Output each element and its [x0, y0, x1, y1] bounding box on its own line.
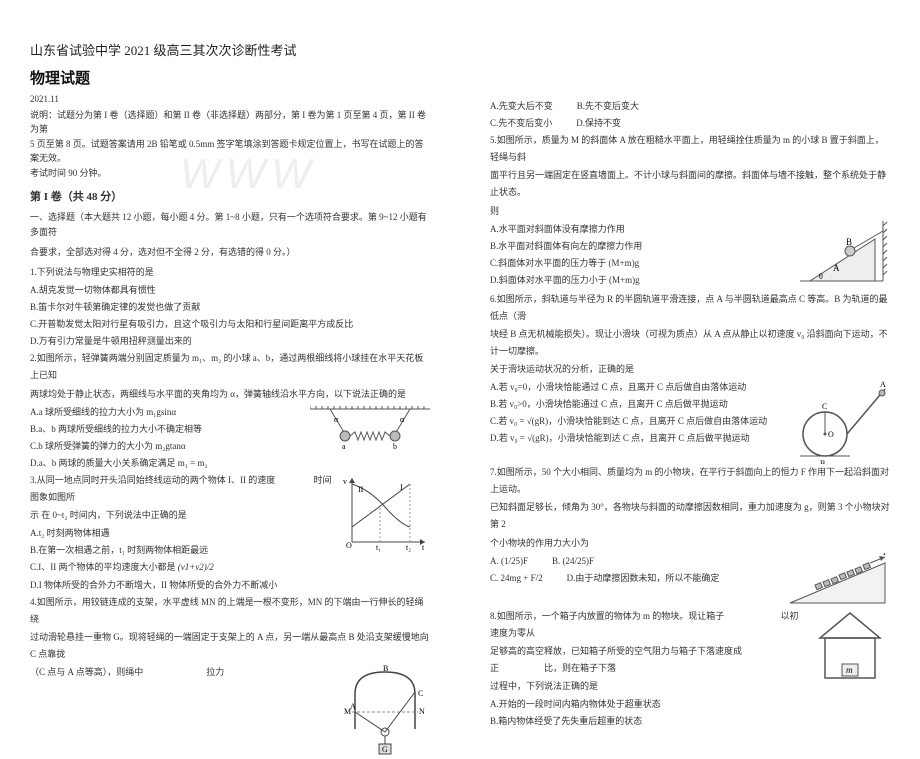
svg-text:m: m	[846, 665, 853, 675]
svg-text:t: t	[422, 543, 425, 552]
q1-opt-c: C.开普勒发觉太阳对行星有吸引力，且这个吸引力与太阳和行星间距离平方成反比	[30, 316, 430, 333]
q4-opt-c: C.先不变后变小	[490, 115, 552, 132]
instruction-line-2: 5 页至第 8 页。试题答案请用 2B 铅笔或 0.5mm 签字笔填涂到答题卡规…	[30, 139, 424, 163]
q5-stem-l1: 5.如图所示，质量为 M 的斜面体 A 放在粗糙水平面上，用轻绳拴住质量为 m …	[490, 132, 890, 166]
blocks-incline-figure: F	[785, 553, 890, 608]
svg-text:O: O	[828, 430, 834, 439]
q8-opt-a: A.开始的一段时间内箱内物体处于超重状态	[490, 696, 804, 713]
q3-stem-l1: 3.从同一地点同时开头沿同始终线运动的两个物体 I、II 的速度 时间图象如图所	[30, 472, 334, 506]
q8-stem-l1: 8.如图所示，一个箱子内放置的物体为 m 的物块。现让箱子 以初速度为零从	[490, 608, 804, 642]
q6-stem-l2: 块经 B 点无机械能损失）。现让小滑块（可视为质点）从 A 点从静止以初速度 v…	[490, 326, 890, 360]
q8-stem-l2: 足够高的高空释放，已知箱子所受的空气阻力与箱子下落速度成正 比，则在箱子下落	[490, 643, 804, 677]
svg-text:A: A	[350, 702, 356, 711]
q5-stem-l3: 则	[490, 203, 890, 220]
svg-text:C: C	[418, 689, 423, 698]
q4-stem-l1: 4.如图所示，用铰链连成的支架，水平虚线 MN 的上端是一根不变形，MN 的下端…	[30, 594, 430, 628]
q4-stem-l2: 过动滑轮悬挂一重物 G。现将轻绳的一端固定于支架上的 A 点，另一端从最高点 B…	[30, 629, 430, 663]
subject-heading: 物理试题	[30, 67, 430, 88]
instruction-block: 说明：试题分为第 I 卷（选择题）和第 II 卷（非选择题）两部分，第 I 卷为…	[30, 108, 430, 180]
svg-text:F: F	[883, 553, 888, 557]
incline-wall-figure: A B θ	[795, 221, 890, 291]
q2-opt-c: C.b 球所受弹簧的弹力的大小为 m₂gtanα	[30, 438, 304, 455]
svg-text:O: O	[346, 541, 352, 550]
q5-opt-d: D.斜面体对水平面的压力小于 (M+m)g	[490, 272, 789, 289]
frame-figure: M N A B C G	[340, 664, 430, 759]
svg-text:B: B	[846, 237, 852, 247]
q1-opt-a: A.胡克发觉一切物体都具有惯性	[30, 282, 430, 299]
q3-opt-a: A.t₂ 时刻两物体相遇	[30, 525, 334, 542]
svg-text:b: b	[393, 442, 397, 451]
q7-opt-c: C. 24mg + F/2	[490, 570, 543, 587]
q8-stem-l3: 过程中，下列说法正确的是	[490, 678, 804, 695]
q1-opt-b: B.笛卡尔对牛顿第确定律的发觉也做了贡献	[30, 299, 430, 316]
q8-opt-b: B.箱内物体经受了先失重后超重的状态	[490, 713, 804, 730]
school-title: 山东省试验中学 2021 级高三其次次诊断性考试	[30, 40, 430, 59]
svg-text:B: B	[383, 664, 388, 673]
q5-opt-a: A.水平面对斜面体没有摩擦力作用	[490, 221, 789, 238]
q7-opt-b: B. (24/25)F	[552, 553, 594, 570]
q4-stem-l3: （C 点与 A 点等高），则绳中 拉力	[30, 664, 334, 681]
q1-opt-d: D.万有引力常量是牛顿用扭秤测量出来的	[30, 333, 430, 350]
q6-opt-a: A.若 v₀=0，小滑块恰能通过 C 点，且离开 C 点后做自由落体运动	[490, 379, 794, 396]
svg-text:N: N	[419, 707, 425, 716]
q7-stem-l3: 个小物块的作用力大小为	[490, 535, 890, 552]
date-line: 2021.11	[30, 94, 430, 104]
q7-opt-a: A. (1/25)F	[490, 553, 528, 570]
q7-stem-l1: 7.如图所示，50 个大小相同、质量均为 m 的小物块，在平行于斜面向上的恒力 …	[490, 464, 890, 498]
svg-text:t₁: t₁	[376, 543, 381, 552]
q4-options-row2: C.先不变后变小 D.保持不变	[490, 115, 890, 132]
spring-figure: a b α α	[310, 404, 430, 454]
q5-stem-l2: 面平行且另一端固定在竖直墙面上。不计小球与斜面间的摩擦。斜面体与墙不接触，整个系…	[490, 167, 890, 201]
house-box-figure: m	[810, 608, 890, 683]
q3-opt-c: C.I、II 两个物体的平均速度大小都是 (v1+v2)/2	[30, 559, 334, 576]
q4-opt-a: A.先变大后不变	[490, 98, 553, 115]
part1-header: 第 I 卷（共 48 分）	[30, 188, 430, 204]
q3-opt-b: B.在第一次相遇之前，t₁ 时刻两物体相距最远	[30, 542, 334, 559]
svg-text:II: II	[358, 485, 364, 494]
q6-opt-c: C.若 v₀ = √(gR)，小滑块恰能到达 C 点，且离开 C 点后做自由落体…	[490, 413, 794, 430]
q5-opt-b: B.水平面对斜面体有向左的摩擦力作用	[490, 238, 789, 255]
svg-text:C: C	[822, 402, 827, 411]
svg-text:G: G	[382, 745, 388, 754]
part1-sub2: 合要求，全部选对得 4 分，选对但不全得 2 分，有选错的得 0 分。）	[30, 245, 430, 260]
q2-opt-b: B.a、b 两球所受细线的拉力大小不确定相等	[30, 421, 304, 438]
q6-stem-l1: 6.如图所示，斜轨道与半径为 R 的半圆轨道平滑连接，点 A 与半圆轨道最高点 …	[490, 291, 890, 325]
svg-text:A: A	[880, 380, 886, 389]
q2-stem-l2: 两球均处于静止状态，两细线与水平面的夹角均为 α，弹簧轴线沿水平方向，以下说法正…	[30, 386, 430, 403]
part1-sub1: 一、选择题（本大题共 12 小题，每小题 4 分。第 1~8 小题，只有一个选项…	[30, 210, 430, 241]
q1-stem: 1.下列说法与物理史实相符的是	[30, 264, 430, 281]
q3-opt-d: D.I 物体所受的合外力不断增大，II 物体所受的合外力不断减小	[30, 577, 430, 594]
vt-graph-figure: v t t₁ t₂ O I II	[340, 472, 430, 552]
q6-opt-b: B.若 v₀>0，小滑块恰能通过 C 点，且离开 C 点后做平抛运动	[490, 396, 794, 413]
q6-stem-l3: 关于滑块运动状况的分析，正确的是	[490, 361, 890, 378]
circular-track-figure: A C B O	[800, 379, 890, 464]
svg-text:t₂: t₂	[406, 543, 411, 552]
q6-opt-d: D.若 v₀ = √(gR)，小滑块恰能到达 C 点，且离开 C 点后做平抛运动	[490, 430, 794, 447]
svg-text:a: a	[342, 442, 346, 451]
q3-stem-l2: 示 在 0~t₂ 时间内，下列说法中正确的是	[30, 507, 334, 524]
svg-text:I: I	[400, 483, 403, 492]
q5-opt-c: C.斜面体对水平面的压力等于 (M+m)g	[490, 255, 789, 272]
q7-stem-l2: 已知斜面足够长，倾角为 30°，各物块与斜面的动摩擦因数相同，重力加速度为 g，…	[490, 499, 890, 533]
q7-opt-d: D.由于动摩擦因数未知，所以不能确定	[567, 570, 720, 587]
svg-text:θ: θ	[819, 272, 823, 281]
q4-opt-b: B.先不变后变大	[577, 98, 639, 115]
q4-options-row: A.先变大后不变 B.先不变后变大	[490, 98, 890, 115]
q2-stem-l1: 2.如图所示，轻弹簧两端分别固定质量为 m₁、m₂ 的小球 a、b，通过两根细线…	[30, 350, 430, 384]
q2-opt-d: D.a、b 两球的质量大小关系确定满足 m₁ = m₂	[30, 455, 430, 472]
svg-text:v: v	[343, 477, 347, 486]
svg-text:A: A	[833, 263, 840, 273]
q4-opt-d: D.保持不变	[576, 115, 621, 132]
q2-opt-a: A.a 球所受细线的拉力大小为 m₁gsinα	[30, 404, 304, 421]
instruction-line-1: 说明：试题分为第 I 卷（选择题）和第 II 卷（非选择题）两部分，第 I 卷为…	[30, 110, 426, 134]
instruction-line-3: 考试时间 90 分钟。	[30, 168, 107, 178]
